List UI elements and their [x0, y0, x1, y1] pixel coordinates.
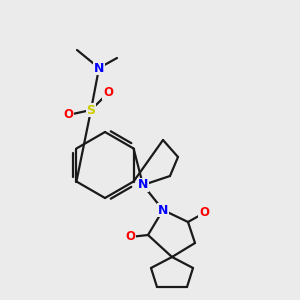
Text: N: N [138, 178, 148, 191]
Text: O: O [199, 206, 209, 220]
Text: N: N [94, 61, 104, 74]
Text: O: O [103, 86, 113, 100]
Text: N: N [158, 203, 168, 217]
Text: O: O [63, 109, 73, 122]
Text: O: O [125, 230, 135, 244]
Text: S: S [86, 103, 95, 116]
